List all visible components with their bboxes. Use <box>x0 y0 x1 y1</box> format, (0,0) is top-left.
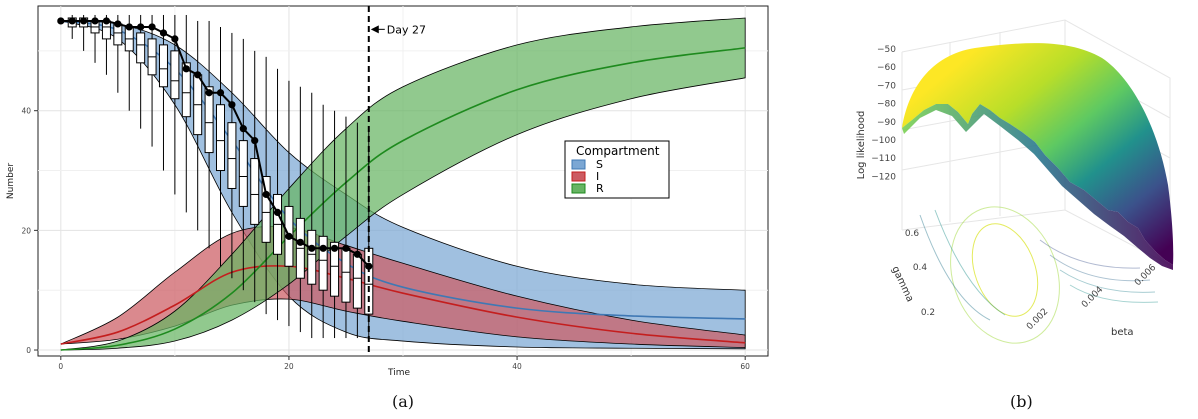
x-tick-label: 60 <box>740 362 750 371</box>
x-tick-label: 20 <box>284 362 294 371</box>
observed-point <box>263 191 270 198</box>
observed-point <box>126 23 133 30</box>
beta-axis-label: beta <box>1111 327 1134 338</box>
legend-swatch-r <box>572 184 585 193</box>
log-likelihood-surface: −50 −60 −70 −80 −90 −100 −110 −120 0.0020.0040.… <box>840 0 1198 385</box>
boxplot-box <box>137 33 145 63</box>
x-axis-label: Time <box>387 368 410 378</box>
boxplot-box <box>342 248 350 302</box>
boxplot-box <box>353 254 361 308</box>
observed-point <box>114 20 121 27</box>
observed-point <box>69 17 76 24</box>
gamma-tick-label: 0.6 <box>905 229 920 239</box>
observed-point <box>354 251 361 258</box>
x-tick-label: 0 <box>58 362 63 371</box>
y-tick-label: 40 <box>21 107 31 116</box>
observed-point <box>183 65 190 72</box>
legend-title: Compartment <box>576 144 660 158</box>
z-axis-label: Log likelihood <box>856 111 867 180</box>
observed-point <box>103 17 110 24</box>
observed-point <box>285 233 292 240</box>
z-tick-label: −60 <box>877 63 896 73</box>
observed-point <box>342 245 349 252</box>
sir-band-chart: Day 27 0 20 40 60 0 20 40 Time Number Compartm… <box>0 0 780 385</box>
observed-point <box>205 89 212 96</box>
legend-swatch-i <box>572 172 585 181</box>
observed-point <box>320 245 327 252</box>
surface <box>902 43 1173 270</box>
gamma-tick-label: 0.2 <box>921 308 935 318</box>
observed-point <box>160 29 167 36</box>
boxplot-box <box>319 236 327 290</box>
boxplot-box <box>171 51 179 99</box>
boxplot-box <box>217 105 225 171</box>
z-tick-label: −80 <box>877 100 896 110</box>
observed-point <box>274 209 281 216</box>
observed-point <box>308 245 315 252</box>
observed-point <box>217 89 224 96</box>
x-tick-label: 40 <box>512 362 522 371</box>
annotation-label: Day 27 <box>387 23 426 36</box>
observed-point <box>148 23 155 30</box>
legend-label-r: R <box>596 182 604 195</box>
observed-point <box>57 17 64 24</box>
observed-point <box>228 101 235 108</box>
observed-point <box>331 245 338 252</box>
z-tick-label: −110 <box>871 154 896 164</box>
observed-point <box>80 17 87 24</box>
legend: Compartment S I R <box>565 141 669 198</box>
observed-point <box>297 239 304 246</box>
y-axis-label: Number <box>6 163 16 199</box>
caption-b: (b) <box>1010 392 1033 411</box>
legend-swatch-s <box>572 160 585 169</box>
boxplot-box <box>308 230 316 284</box>
observed-point <box>251 137 258 144</box>
gamma-tick-label: 0.4 <box>913 263 928 273</box>
boxplot-box <box>159 45 167 87</box>
z-tick-label: −120 <box>871 172 896 182</box>
observed-point <box>171 35 178 42</box>
observed-point <box>91 17 98 24</box>
y-tick-label: 0 <box>26 346 31 355</box>
z-axis-ticks: −50 −60 −70 −80 −90 −100 −110 −120 <box>871 45 896 182</box>
z-tick-label: −50 <box>877 45 896 55</box>
boxplot-box <box>228 123 236 189</box>
z-tick-label: −90 <box>877 118 896 128</box>
observed-point <box>240 125 247 132</box>
observed-point <box>137 23 144 30</box>
beta-tick-label: 0.006 <box>1133 263 1158 288</box>
gamma-axis-label: gamma <box>889 265 915 304</box>
boxplot-box <box>251 159 259 225</box>
z-tick-label: −100 <box>871 136 896 146</box>
boxplot-box <box>239 141 247 207</box>
observed-point <box>194 71 201 78</box>
y-tick-label: 20 <box>21 226 31 235</box>
z-tick-label: −70 <box>877 81 896 91</box>
boxplot-box <box>205 87 213 153</box>
caption-a: (a) <box>392 392 414 411</box>
boxplot-box <box>262 177 270 243</box>
